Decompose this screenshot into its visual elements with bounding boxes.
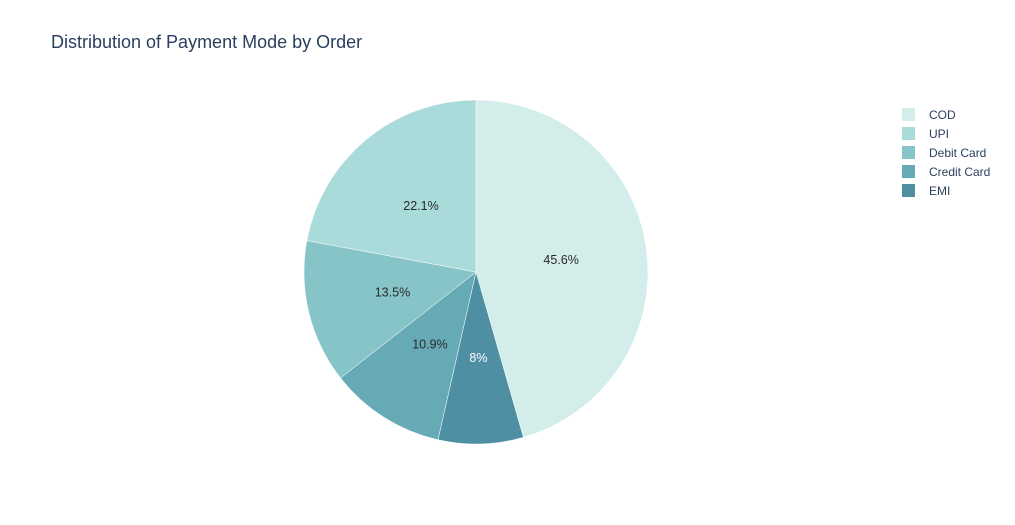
slice-label-credit-card: 10.9% bbox=[412, 338, 447, 352]
slice-label-upi: 22.1% bbox=[403, 199, 438, 213]
slice-label-emi: 8% bbox=[469, 351, 487, 365]
pie-slice-upi[interactable] bbox=[306, 99, 477, 273]
legend-label: UPI bbox=[929, 126, 950, 141]
legend-item-cod[interactable]: COD bbox=[902, 105, 990, 124]
pie-slices bbox=[303, 99, 649, 445]
legend-label: EMI bbox=[929, 183, 951, 198]
legend-label: COD bbox=[929, 107, 956, 122]
chart-title: Distribution of Payment Mode by Order bbox=[51, 32, 363, 52]
legend-swatch bbox=[902, 146, 915, 159]
legend-swatch bbox=[902, 127, 915, 140]
legend-label: Credit Card bbox=[929, 164, 991, 179]
legend-item-emi[interactable]: EMI bbox=[902, 181, 990, 200]
legend-swatch bbox=[902, 108, 915, 121]
pie-slice-cod[interactable] bbox=[475, 99, 649, 438]
slice-label-debit-card: 13.5% bbox=[375, 285, 410, 299]
pie-slice-debit-card[interactable] bbox=[303, 240, 477, 379]
slice-label-cod: 45.6% bbox=[543, 253, 578, 267]
pie-slice-credit-card[interactable] bbox=[340, 271, 477, 441]
legend-label: Debit Card bbox=[929, 145, 987, 160]
pie-slice-labels: 45.6% 8% 10.9% 13.5% 22.1% bbox=[375, 199, 579, 365]
legend-item-upi[interactable]: UPI bbox=[902, 124, 990, 143]
legend-item-credit-card[interactable]: Credit Card bbox=[902, 162, 990, 181]
legend: COD UPI Debit Card Credit Card EMI bbox=[902, 105, 990, 200]
legend-swatch bbox=[902, 184, 915, 197]
legend-swatch bbox=[902, 165, 915, 178]
legend-item-debit-card[interactable]: Debit Card bbox=[902, 143, 990, 162]
